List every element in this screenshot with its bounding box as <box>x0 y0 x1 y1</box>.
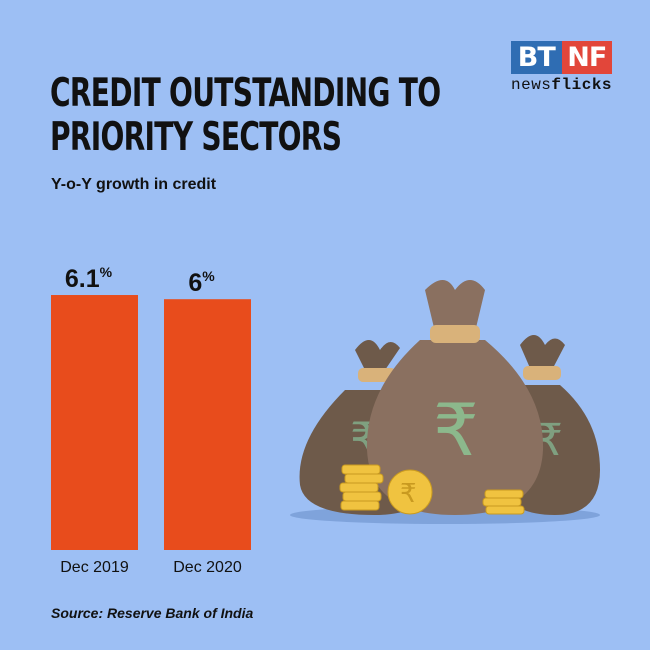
money-bags-rupee-icon: ₹ ₹ ₹ ₹ <box>290 280 600 524</box>
data-label: 6.1% <box>65 264 113 293</box>
title-line-1: CREDIT OUTSTANDING TO <box>50 71 441 116</box>
data-label: 6% <box>188 268 215 297</box>
tagline-flicks: flicks <box>551 76 613 94</box>
bar <box>164 299 251 550</box>
logo-nf: NF <box>561 41 612 74</box>
category-label: Dec 2019 <box>60 559 129 576</box>
category-label: Dec 2020 <box>173 559 242 576</box>
source-note: Source: Reserve Bank of India <box>51 605 254 621</box>
logo-bt: BT <box>511 41 562 74</box>
svg-text:₹: ₹ <box>400 479 417 509</box>
bar <box>51 295 138 550</box>
logo: BT NF newsflicks <box>511 41 612 94</box>
tagline-news: news <box>511 76 552 94</box>
subtitle: Y-o-Y growth in credit <box>51 176 217 193</box>
page-title: CREDIT OUTSTANDING TO PRIORITY SECTORS <box>50 71 441 160</box>
logo-tagline: newsflicks <box>511 76 612 94</box>
svg-text:₹: ₹ <box>433 388 479 472</box>
bar-chart: 6.1% Dec 2019 6% Dec 2020 <box>51 264 251 576</box>
title-line-2: PRIORITY SECTORS <box>50 115 342 160</box>
